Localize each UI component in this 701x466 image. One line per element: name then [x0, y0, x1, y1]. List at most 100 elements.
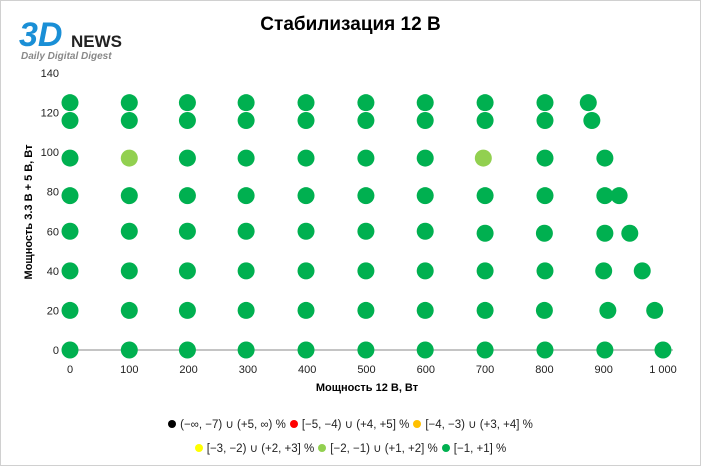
data-point	[178, 301, 196, 319]
data-point	[476, 94, 494, 112]
data-point	[61, 262, 79, 280]
data-point	[474, 149, 492, 167]
data-point	[596, 187, 614, 205]
data-point	[120, 149, 138, 167]
x-tick-label: 700	[476, 364, 494, 376]
data-point	[178, 341, 196, 359]
data-point	[178, 262, 196, 280]
x-tick-label: 900	[595, 364, 613, 376]
x-tick-label: 0	[67, 364, 73, 376]
data-point	[357, 341, 375, 359]
legend-item: [−5, −4) ∪ (+4, +5] %	[289, 417, 410, 431]
data-point	[599, 301, 617, 319]
data-point	[476, 187, 494, 205]
legend-marker-icon	[441, 444, 450, 452]
x-tick-label: 500	[357, 364, 375, 376]
data-point	[416, 94, 434, 112]
data-point	[633, 262, 651, 280]
data-point	[476, 341, 494, 359]
legend-marker-icon	[413, 420, 422, 428]
data-point	[416, 262, 434, 280]
chart-title: Стабилизация 12 В	[260, 14, 441, 35]
legend-row-1: (−∞, −7) ∪ (+5, ∞) % [−5, −4) ∪ (+4, +5] …	[1, 417, 700, 431]
y-tick-label: 100	[41, 147, 59, 159]
data-point	[357, 301, 375, 319]
data-point	[178, 111, 196, 129]
data-point	[237, 187, 255, 205]
data-point	[297, 94, 315, 112]
x-tick-label: 300	[239, 364, 257, 376]
x-axis-title: Мощность 12 В, Вт	[316, 382, 419, 394]
data-point	[61, 301, 79, 319]
data-point	[596, 341, 614, 359]
data-point	[237, 262, 255, 280]
data-point	[357, 111, 375, 129]
data-point	[476, 262, 494, 280]
logo-graphic: 3D NEWS Daily Digital Digest	[19, 16, 122, 62]
legend-item: [−3, −2) ∪ (+2, +3] %	[194, 441, 315, 455]
data-point	[654, 341, 672, 359]
y-tick-label: 120	[41, 108, 59, 120]
data-point	[178, 94, 196, 112]
legend-label: [−1, +1] %	[453, 443, 507, 455]
data-point	[536, 262, 554, 280]
data-point	[297, 222, 315, 240]
data-point	[536, 149, 554, 167]
data-point	[237, 94, 255, 112]
data-point	[416, 301, 434, 319]
legend-label: [−4, −3) ∪ (+3, +4] %	[425, 419, 533, 431]
data-point	[237, 301, 255, 319]
data-point	[536, 187, 554, 205]
data-point	[237, 341, 255, 359]
data-point	[416, 341, 434, 359]
svg-text:NEWS: NEWS	[71, 32, 122, 51]
data-point	[120, 187, 138, 205]
y-tick-label: 0	[53, 345, 59, 357]
data-point	[357, 94, 375, 112]
y-axis-title: Мощность 3.3 В + 5 В, Вт	[23, 144, 35, 280]
svg-text:Daily Digital Digest: Daily Digital Digest	[21, 51, 112, 62]
data-point	[596, 149, 614, 167]
data-point	[357, 262, 375, 280]
data-point	[357, 187, 375, 205]
legend-label: [−5, −4) ∪ (+4, +5] %	[301, 419, 410, 431]
data-point	[297, 262, 315, 280]
data-point	[595, 262, 613, 280]
x-tick-label: 600	[417, 364, 435, 376]
legend-marker-icon	[194, 444, 203, 452]
data-point	[178, 187, 196, 205]
data-point	[621, 224, 639, 242]
data-point	[120, 301, 138, 319]
data-point	[579, 94, 597, 112]
data-point	[297, 187, 315, 205]
legend-marker-icon	[318, 444, 327, 452]
data-point	[120, 222, 138, 240]
data-point	[61, 222, 79, 240]
data-point	[120, 94, 138, 112]
data-point	[120, 111, 138, 129]
x-tick-label: 100	[120, 364, 138, 376]
data-point	[476, 224, 494, 242]
legend-item: [−1, +1] %	[441, 443, 507, 455]
data-point	[120, 341, 138, 359]
data-point	[61, 94, 79, 112]
data-point	[476, 111, 494, 129]
data-point	[178, 222, 196, 240]
legend-label: [−3, −2) ∪ (+2, +3] %	[206, 443, 315, 455]
legend-row-2: [−3, −2) ∪ (+2, +3] % [−2, −1) ∪ (+1, +2]…	[1, 441, 700, 455]
data-point	[61, 111, 79, 129]
plot-area: 0 100 200 300 400 500 600 700 800 900 1 000 0 20 40 60…	[23, 68, 677, 394]
legend-item: [−2, −1) ∪ (+1, +2] %	[318, 441, 438, 455]
data-point	[297, 111, 315, 129]
data-point	[596, 224, 614, 242]
data-point	[536, 111, 554, 129]
y-tick-label: 80	[47, 187, 59, 199]
data-point	[237, 222, 255, 240]
data-point	[237, 149, 255, 167]
data-point	[297, 301, 315, 319]
data-point	[61, 187, 79, 205]
y-tick-label: 140	[41, 68, 59, 80]
data-point	[536, 94, 554, 112]
data-point	[416, 187, 434, 205]
